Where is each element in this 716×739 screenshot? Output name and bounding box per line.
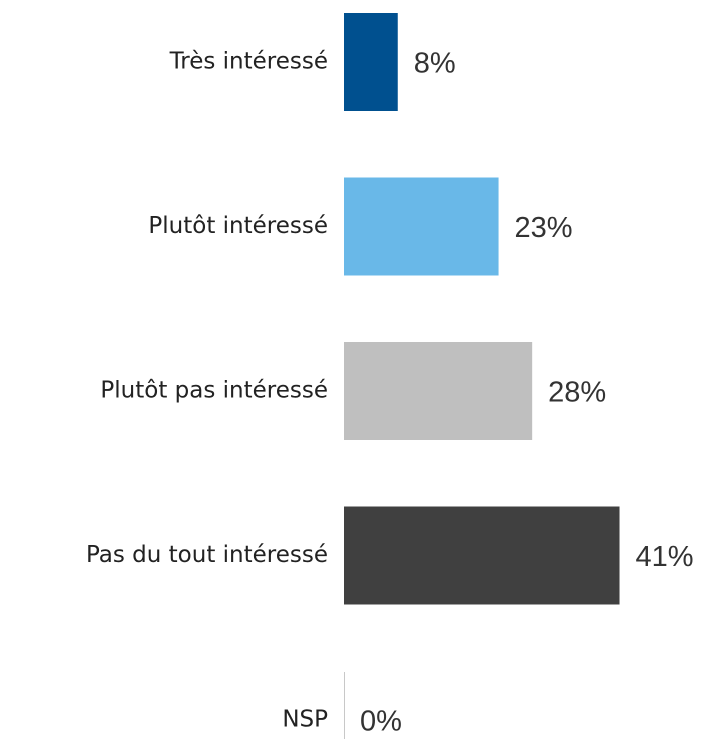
value-label: 0% (360, 706, 402, 738)
bar (344, 13, 398, 111)
bar (344, 506, 620, 605)
bar (344, 177, 499, 276)
category-label: Plutôt pas intéressé (100, 378, 328, 404)
category-label: Très intéressé (169, 49, 328, 75)
bar (344, 342, 533, 440)
value-label: 28% (548, 377, 606, 409)
category-label: Plutôt intéressé (148, 213, 328, 239)
value-label: 41% (636, 541, 694, 573)
category-label: NSP (282, 707, 328, 733)
value-label: 23% (515, 212, 573, 244)
category-label: Pas du tout intéressé (86, 542, 328, 568)
value-label: 8% (414, 48, 456, 80)
